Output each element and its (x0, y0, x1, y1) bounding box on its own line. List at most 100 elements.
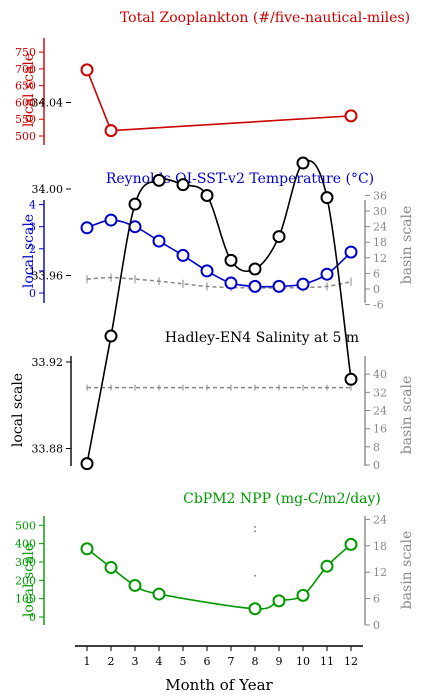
sal-title: Hadley-EN4 Salinity at 5 m (165, 330, 359, 346)
npp-data-point (272, 594, 286, 608)
zoo-ytick-label: 500 (15, 130, 36, 143)
temp-data-point (104, 213, 118, 227)
zoo-data-point (344, 109, 358, 123)
temp-y2tick-label: 24 (373, 221, 387, 234)
sal-data-point (224, 253, 238, 267)
sal-data-point (104, 329, 118, 343)
temp-data-point (248, 279, 262, 293)
x-tick-label: 3 (132, 655, 139, 668)
npp-title: CbPM2 NPP (mg-C/m2/day) (183, 491, 381, 507)
npp-y2tick-label: 12 (373, 566, 387, 579)
temp-y2tick-label: 12 (373, 252, 387, 265)
temp-data-point (320, 267, 334, 281)
temp-data-point (272, 279, 286, 293)
temp-title: Reynolds OI-SST-v2 Temperature (°C) (106, 171, 374, 187)
x-tick-label: 12 (344, 655, 358, 668)
zoo-series-line (86, 69, 352, 132)
temp-ytick-label: 4 (29, 199, 36, 212)
npp-basin-point (254, 525, 256, 528)
npp-data-point (296, 588, 310, 602)
zoo-ytick-label: 650 (15, 80, 36, 93)
npp-ytick-label: 400 (15, 538, 36, 551)
x-tick-label: 8 (252, 655, 259, 668)
sal-data-point (296, 156, 310, 170)
x-axis-label: Month of Year (165, 676, 273, 694)
sal-y2tick-label: 40 (373, 368, 387, 381)
temp-y2label: basin scale (399, 206, 415, 285)
zoo-ylabel: local scale (21, 53, 37, 127)
temp-data-point (224, 276, 238, 290)
x-tick-label: 5 (180, 655, 187, 668)
sal-ytick-label: 33.92 (32, 356, 64, 369)
npp-basin-point (254, 530, 256, 533)
zoo-ytick-label: 750 (15, 46, 36, 59)
temp-ytick-label: 1 (29, 265, 36, 278)
temp-data-point (296, 277, 310, 291)
x-tick-label: 11 (320, 655, 334, 668)
zoo-data-point (104, 124, 118, 138)
zoo-title: Total Zooplankton (#/five-nautical-miles… (120, 10, 410, 26)
temp-ytick-label: 0 (29, 287, 36, 300)
x-tick-label: 1 (84, 655, 91, 668)
sal-data-point (80, 457, 94, 471)
x-tick-label: 7 (228, 655, 235, 668)
x-tick-label: 10 (296, 655, 310, 668)
sal-data-point (272, 230, 286, 244)
sal-y2tick-label: 0 (373, 459, 380, 472)
temp-y2tick-label: -6 (373, 299, 384, 312)
sal-y2tick-label: 16 (373, 423, 387, 436)
npp-data-point (128, 578, 142, 592)
npp-data-point (344, 537, 358, 551)
temp-data-point (344, 245, 358, 259)
sal-y2label: basin scale (399, 376, 415, 455)
temp-data-point (200, 264, 214, 278)
sal-data-point (344, 372, 358, 386)
npp-data-point (104, 560, 118, 574)
x-tick-label: 6 (204, 655, 211, 668)
npp-y2tick-label: 18 (373, 540, 387, 553)
temp-data-point (152, 234, 166, 248)
npp-y2label: basin scale (399, 531, 415, 610)
x-tick-label: 2 (108, 655, 115, 668)
sal-ylabel: local scale (10, 373, 26, 447)
sal-data-point (248, 262, 262, 276)
npp-ytick-label: 500 (15, 519, 36, 532)
sal-ytick-label: 34.04 (32, 97, 64, 110)
sal-data-point (200, 188, 214, 202)
npp-y2tick-label: 24 (373, 513, 387, 526)
temp-y2tick-label: 30 (373, 205, 387, 218)
npp-basin-point (254, 574, 256, 577)
npp-series-line (86, 543, 352, 610)
x-tick-label: 4 (156, 655, 163, 668)
sal-data-point (152, 173, 166, 187)
sal-data-point (320, 191, 334, 205)
npp-data-point (80, 542, 94, 556)
temp-ytick-label: 2 (29, 243, 36, 256)
temp-y2tick-label: 0 (373, 283, 380, 296)
npp-data-point (152, 587, 166, 601)
temp-data-point (80, 221, 94, 235)
npp-ylabel: local scale (21, 543, 37, 617)
temp-ylabel: local scale (21, 214, 37, 288)
temp-y2tick-label: 18 (373, 236, 387, 249)
zoo-ytick-label: 700 (15, 63, 36, 76)
zoo-ytick-label: 550 (15, 113, 36, 126)
npp-ytick-label: 200 (15, 574, 36, 587)
temp-ytick-label: 3 (29, 221, 36, 234)
temp-y2tick-label: 6 (373, 267, 380, 280)
sal-ytick-label: 34.00 (32, 183, 64, 196)
npp-ytick-label: 100 (15, 593, 36, 606)
sal-y2tick-label: 24 (373, 405, 387, 418)
sal-data-point (176, 178, 190, 192)
sal-data-point (128, 197, 142, 211)
zoo-data-point (80, 63, 94, 77)
x-tick-label: 9 (276, 655, 283, 668)
temp-basin-line (86, 276, 352, 289)
sal-y2tick-label: 8 (373, 441, 380, 454)
npp-y2tick-label: 6 (373, 593, 380, 606)
npp-ytick-label: 300 (15, 556, 36, 569)
npp-data-point (248, 602, 262, 616)
sal-ytick-label: 33.88 (32, 443, 64, 456)
sal-y2tick-label: 32 (373, 386, 387, 399)
